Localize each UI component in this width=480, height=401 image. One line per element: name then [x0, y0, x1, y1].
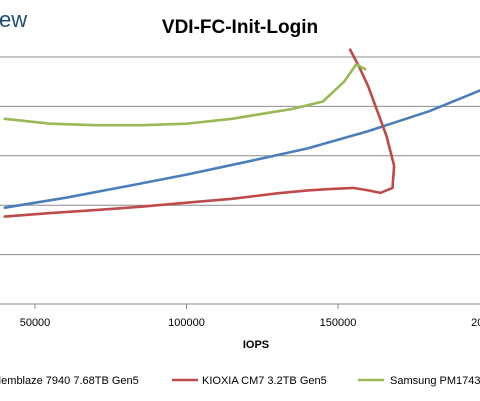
gridlines [0, 56, 480, 256]
series-line-1 [3, 89, 480, 209]
legend-label-2: KIOXIA CM7 3.2TB Gen5 [202, 375, 327, 387]
x-tick-label: 100000 [168, 317, 205, 329]
legend-label-1: Memblaze 7940 7.68TB Gen5 [0, 375, 139, 387]
series-line-2 [3, 48, 396, 218]
legend: Memblaze 7940 7.68TB Gen5 KIOXIA CM7 3.2T… [0, 375, 480, 387]
x-tick-label: 150000 [320, 317, 357, 329]
brand-logo-text: ew [0, 7, 27, 32]
series-layer [3, 48, 480, 218]
x-tick-labels: 50000 100000 150000 200000 [20, 304, 480, 329]
chart-title: VDI-FC-Init-Login [162, 17, 318, 38]
x-tick-label: 50000 [20, 317, 51, 329]
x-axis-title: IOPS [243, 339, 269, 351]
x-tick-label: 200000 [471, 317, 480, 329]
series-line-3 [3, 63, 367, 127]
legend-label-3: Samsung PM1743 [390, 375, 480, 387]
